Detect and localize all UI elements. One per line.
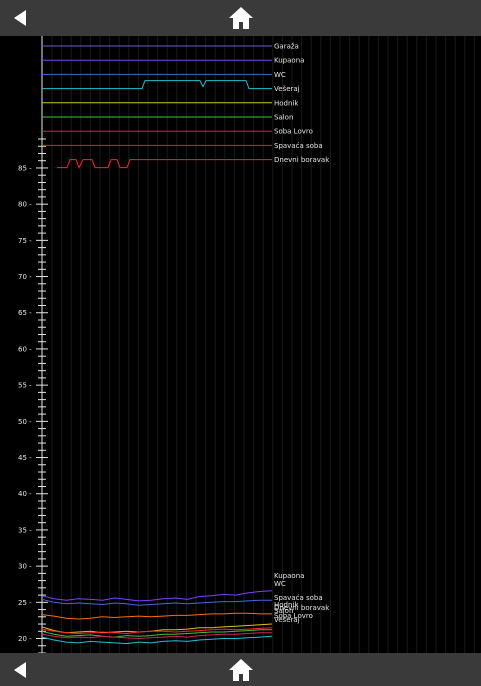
temperature-label: Soba Lovro: [274, 612, 313, 620]
chart-grid: [51, 36, 475, 653]
status-label: Salon: [274, 114, 293, 122]
bottom-toolbar: [0, 653, 481, 686]
y-tick-label: 25 -: [18, 599, 32, 607]
y-tick-label: 60 -: [18, 345, 32, 353]
temperature-line: [41, 590, 273, 602]
y-tick-label: 40 -: [18, 490, 32, 498]
temperature-line: [41, 629, 272, 638]
y-tick-label: 70 -: [18, 273, 32, 281]
top-toolbar: [0, 0, 481, 36]
y-axis: 20 - 25 - 30 - 35 - 40 - 45 - 50 - 55 - 60 - 65 -…: [18, 36, 48, 653]
temperature-line: [41, 598, 272, 606]
y-tick-label: 65 -: [18, 309, 32, 317]
status-line: [42, 80, 272, 90]
temperature-line: [41, 635, 273, 645]
temperature-label: Spavaća soba: [274, 594, 323, 602]
y-tick-label: 55 -: [18, 382, 32, 390]
y-tick-label: 45 -: [18, 454, 32, 462]
status-label: Dnevni boravak: [274, 156, 330, 164]
back-arrow-icon[interactable]: [14, 661, 26, 678]
status-line: [57, 159, 272, 169]
temperature-label: Hodnik: [274, 601, 299, 609]
status-lines: Garaža Kupaona WC Vešeraj Hodnik Salon Soba Lo…: [42, 43, 330, 169]
temperature-line: [41, 623, 273, 634]
temperature-line: [41, 612, 272, 620]
temperature-label: Salon: [274, 607, 293, 615]
status-label: Spavaća soba: [274, 142, 323, 150]
status-label: Soba Lovro: [274, 128, 313, 136]
temperature-label: Dnevni boravak: [274, 604, 330, 612]
temperature-line: [41, 627, 273, 635]
temperature-line: [41, 632, 272, 640]
temperature-label: Kupaona: [274, 572, 304, 580]
y-tick-label: 30 -: [18, 563, 32, 571]
y-tick-label: 35 -: [18, 526, 32, 534]
temperature-label: Vešeraj: [274, 616, 300, 624]
status-label: Garaža: [274, 43, 299, 51]
temperature-label: WC: [274, 580, 286, 588]
y-tick-label: 85 -: [18, 164, 32, 172]
status-label: Kupaona: [274, 57, 304, 65]
home-icon[interactable]: [228, 6, 254, 30]
status-label: Hodnik: [274, 99, 299, 107]
y-tick-label: 50 -: [18, 418, 32, 426]
status-label: Vešeraj: [274, 85, 300, 93]
temperature-chart: 20 - 25 - 30 - 35 - 40 - 45 - 50 - 55 - 60 - 65 -…: [18, 36, 475, 653]
y-tick-label: 75 -: [18, 237, 32, 245]
back-arrow-icon[interactable]: [14, 10, 26, 26]
y-tick-label: 80 -: [18, 201, 32, 209]
y-tick-label: 20 -: [18, 635, 32, 643]
status-label: WC: [274, 71, 286, 79]
home-icon[interactable]: [228, 658, 254, 682]
